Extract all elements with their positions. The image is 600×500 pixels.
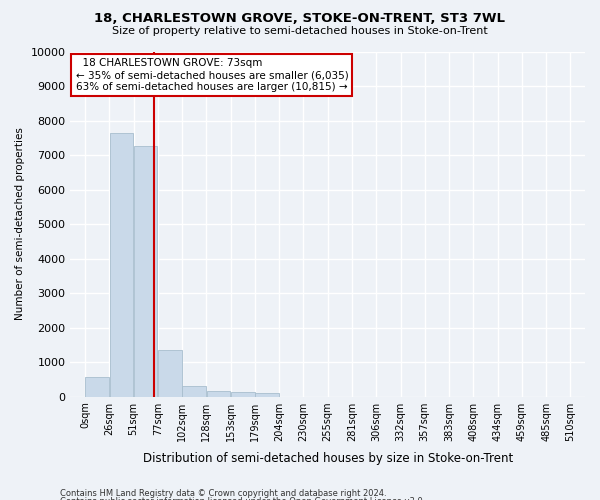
Text: Contains HM Land Registry data © Crown copyright and database right 2024.: Contains HM Land Registry data © Crown c…	[60, 488, 386, 498]
Y-axis label: Number of semi-detached properties: Number of semi-detached properties	[15, 128, 25, 320]
Text: Size of property relative to semi-detached houses in Stoke-on-Trent: Size of property relative to semi-detach…	[112, 26, 488, 36]
Bar	[85, 377, 109, 396]
Text: Contains public sector information licensed under the Open Government Licence v3: Contains public sector information licen…	[60, 497, 425, 500]
Bar	[134, 146, 157, 396]
Text: 18, CHARLESTOWN GROVE, STOKE-ON-TRENT, ST3 7WL: 18, CHARLESTOWN GROVE, STOKE-ON-TRENT, S…	[95, 12, 505, 26]
Bar	[158, 350, 182, 397]
X-axis label: Distribution of semi-detached houses by size in Stoke-on-Trent: Distribution of semi-detached houses by …	[143, 452, 513, 465]
Bar	[207, 391, 230, 396]
Bar	[255, 393, 279, 396]
Bar	[182, 386, 206, 396]
Bar	[110, 132, 133, 396]
Text: 18 CHARLESTOWN GROVE: 73sqm
← 35% of semi-detached houses are smaller (6,035)
63: 18 CHARLESTOWN GROVE: 73sqm ← 35% of sem…	[76, 58, 349, 92]
Bar	[231, 392, 254, 396]
